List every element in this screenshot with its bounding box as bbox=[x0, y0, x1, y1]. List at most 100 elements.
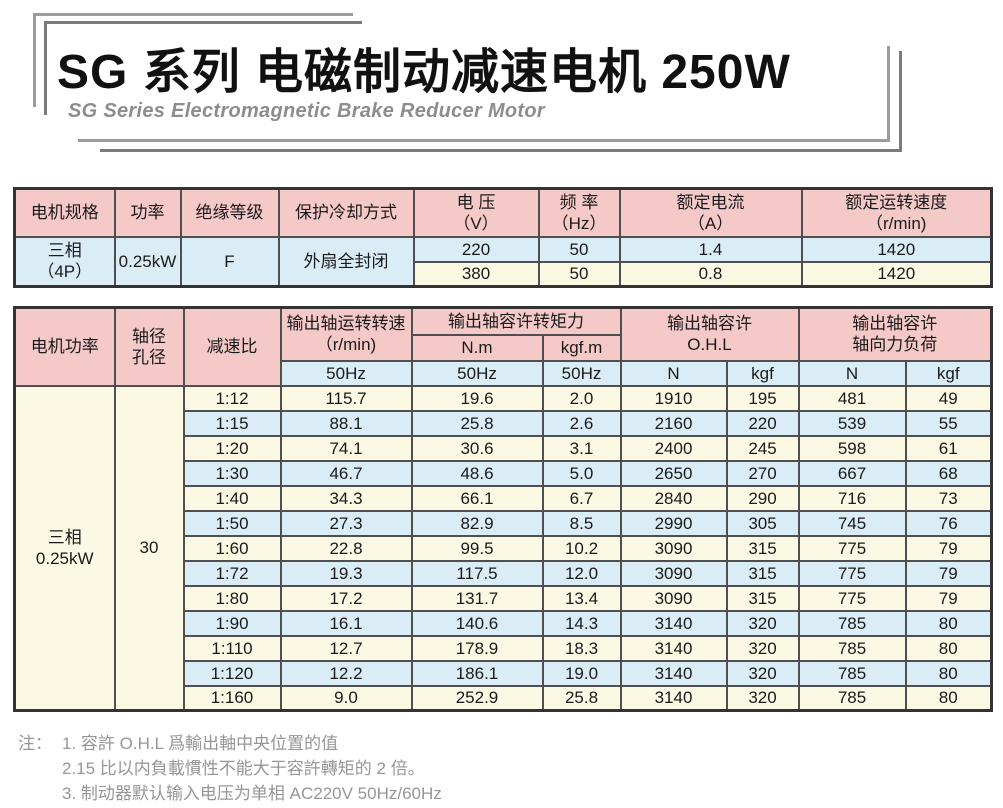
cell-motor-power: 三相 0.25kW bbox=[13, 384, 116, 712]
cell-value: 76 bbox=[904, 509, 993, 537]
ratio-table-body: 三相 0.25kW 30 1:12 115.7 19.6 2.0 1910 195 481 49 1:… bbox=[13, 384, 993, 712]
note-items: 1. 容許 O.H.L 爲輸出軸中央位置的值 2.15 比以内負載慣性不能大于容… bbox=[62, 731, 442, 806]
cell-value: 667 bbox=[797, 459, 907, 487]
frame-bracket-bottom-right-outer bbox=[100, 51, 902, 152]
ratio-row: 1:80 17.2 131.7 13.4 3090 315 775 79 bbox=[15, 584, 993, 612]
header-motor-power: 电机功率 bbox=[13, 306, 116, 387]
cell-value: 19.3 bbox=[279, 559, 413, 587]
ratio-row: 1:60 22.8 99.5 10.2 3090 315 775 79 bbox=[15, 534, 993, 562]
cell-value: 315 bbox=[725, 534, 800, 562]
header-rated-current: 额定电流 （A） bbox=[618, 187, 803, 238]
cell-value: 55 bbox=[904, 409, 993, 437]
cell-cooling: 外扇全封闭 bbox=[277, 235, 415, 288]
cell-value: 80 bbox=[904, 684, 993, 712]
cell-value: 220 bbox=[725, 409, 800, 437]
cell-value: 30.6 bbox=[410, 434, 544, 462]
cell-voltage: 220 bbox=[412, 235, 540, 263]
cell-value: 27.3 bbox=[279, 509, 413, 537]
cell-value: 3140 bbox=[619, 634, 728, 662]
cell-value: 598 bbox=[797, 434, 907, 462]
header-50hz-speed: 50Hz bbox=[279, 359, 413, 387]
header-ohl-group: 输出轴容许 O.H.L bbox=[619, 306, 800, 362]
cell-value: 82.9 bbox=[410, 509, 544, 537]
frame-bracket-top-left-inner bbox=[44, 21, 362, 115]
cell-value: 320 bbox=[725, 609, 800, 637]
cell-value: 2990 bbox=[619, 509, 728, 537]
cell-value: 14.3 bbox=[541, 609, 622, 637]
ratio-header-row-1: 电机功率 轴径 孔径 减速比 输出轴运转转速 （r/min) 输出轴容许转矩力 输出… bbox=[13, 306, 993, 387]
cell-value: 3.1 bbox=[541, 434, 622, 462]
cell-speed: 1420 bbox=[800, 260, 993, 288]
note-item: 3. 制动器默认输入电压为单相 AC220V 50Hz/60Hz bbox=[62, 784, 442, 803]
cell-value: 785 bbox=[797, 684, 907, 712]
ratio-header-row-3: 50Hz 50Hz 50Hz N kgf N kgf bbox=[15, 359, 993, 387]
cell-value: 186.1 bbox=[410, 659, 544, 687]
cell-value: 48.6 bbox=[410, 459, 544, 487]
ratio-row: 1:90 16.1 140.6 14.3 3140 320 785 80 bbox=[15, 609, 993, 637]
cell-shaft-diameter: 30 bbox=[113, 384, 185, 712]
cell-value: 79 bbox=[904, 534, 993, 562]
cell-value: 3090 bbox=[619, 584, 728, 612]
cell-value: 3090 bbox=[619, 534, 728, 562]
note-item: 1. 容許 O.H.L 爲輸出軸中央位置的值 bbox=[62, 734, 339, 753]
cell-value: 195 bbox=[725, 384, 800, 412]
cell-value: 3140 bbox=[619, 684, 728, 712]
cell-value: 2650 bbox=[619, 459, 728, 487]
cell-speed: 1420 bbox=[800, 235, 993, 263]
cell-ratio: 1:15 bbox=[182, 409, 282, 437]
spec-header-row: 电机规格 功率 绝缘等级 保护冷却方式 电 压（V） 频 率（Hz） 额定电流（… bbox=[13, 187, 993, 238]
header-unit-nm: N.m bbox=[410, 333, 544, 362]
cell-value: 775 bbox=[797, 559, 907, 587]
header-ohl-n: N bbox=[619, 359, 728, 387]
cell-value: 6.7 bbox=[541, 484, 622, 512]
cell-value: 49 bbox=[904, 384, 993, 412]
header-50hz-nm: 50Hz bbox=[410, 359, 544, 387]
cell-value: 8.5 bbox=[541, 509, 622, 537]
header-axial-group: 输出轴容许 轴向力负荷 bbox=[797, 306, 993, 362]
cell-value: 79 bbox=[904, 584, 993, 612]
cell-value: 2.6 bbox=[541, 409, 622, 437]
cell-ratio: 1:40 bbox=[182, 484, 282, 512]
spec-row-220: 三相 （4P） 0.25kW F 外扇全封闭 220 50 1.4 1420 bbox=[13, 235, 993, 288]
cell-ratio: 1:30 bbox=[182, 459, 282, 487]
header-rated-speed: 额定运转速度 （r/min) bbox=[800, 187, 993, 238]
ratio-row: 1:30 46.7 48.6 5.0 2650 270 667 68 bbox=[15, 459, 993, 487]
cell-value: 305 bbox=[725, 509, 800, 537]
cell-value: 19.6 bbox=[410, 384, 544, 412]
ratio-row: 三相 0.25kW 30 1:12 115.7 19.6 2.0 1910 195 481 49 bbox=[13, 384, 993, 712]
notes: 注： 1. 容許 O.H.L 爲輸出軸中央位置的值 2.15 比以内負載慣性不能… bbox=[18, 731, 1003, 806]
cell-value: 785 bbox=[797, 659, 907, 687]
cell-ratio: 1:50 bbox=[182, 509, 282, 537]
ratio-row: 1:50 27.3 82.9 8.5 2990 305 745 76 bbox=[15, 509, 993, 537]
cell-value: 19.0 bbox=[541, 659, 622, 687]
cell-value: 68 bbox=[904, 459, 993, 487]
cell-ratio: 1:12 bbox=[182, 384, 282, 412]
cell-value: 2.0 bbox=[541, 384, 622, 412]
cell-value: 252.9 bbox=[410, 684, 544, 712]
ratio-row: 1:15 88.1 25.8 2.6 2160 220 539 55 bbox=[15, 409, 993, 437]
cell-value: 290 bbox=[725, 484, 800, 512]
cell-value: 12.0 bbox=[541, 559, 622, 587]
ratio-row: 1:110 12.7 178.9 18.3 3140 320 785 80 bbox=[15, 634, 993, 662]
cell-value: 80 bbox=[904, 659, 993, 687]
cell-value: 315 bbox=[725, 559, 800, 587]
cell-value: 25.8 bbox=[541, 684, 622, 712]
cell-value: 315 bbox=[725, 584, 800, 612]
cell-value: 320 bbox=[725, 659, 800, 687]
cell-value: 2160 bbox=[619, 409, 728, 437]
page-title: SG 系列 电磁制动减速电机 250W bbox=[57, 46, 791, 99]
header-torque-group: 输出轴容许转矩力 bbox=[410, 306, 622, 336]
cell-frequency: 50 bbox=[537, 235, 621, 263]
cell-ratio: 1:90 bbox=[182, 609, 282, 637]
cell-value: 131.7 bbox=[410, 584, 544, 612]
cell-value: 25.8 bbox=[410, 409, 544, 437]
ratio-row: 1:40 34.3 66.1 6.7 2840 290 716 73 bbox=[15, 484, 993, 512]
ratio-row: 1:120 12.2 186.1 19.0 3140 320 785 80 bbox=[15, 659, 993, 687]
cell-value: 80 bbox=[904, 609, 993, 637]
cell-value: 775 bbox=[797, 534, 907, 562]
header-output-speed: 输出轴运转转速 （r/min) bbox=[279, 306, 413, 362]
cell-value: 99.5 bbox=[410, 534, 544, 562]
cell-value: 13.4 bbox=[541, 584, 622, 612]
cell-current: 0.8 bbox=[618, 260, 803, 288]
header-reduction-ratio: 减速比 bbox=[182, 306, 282, 387]
